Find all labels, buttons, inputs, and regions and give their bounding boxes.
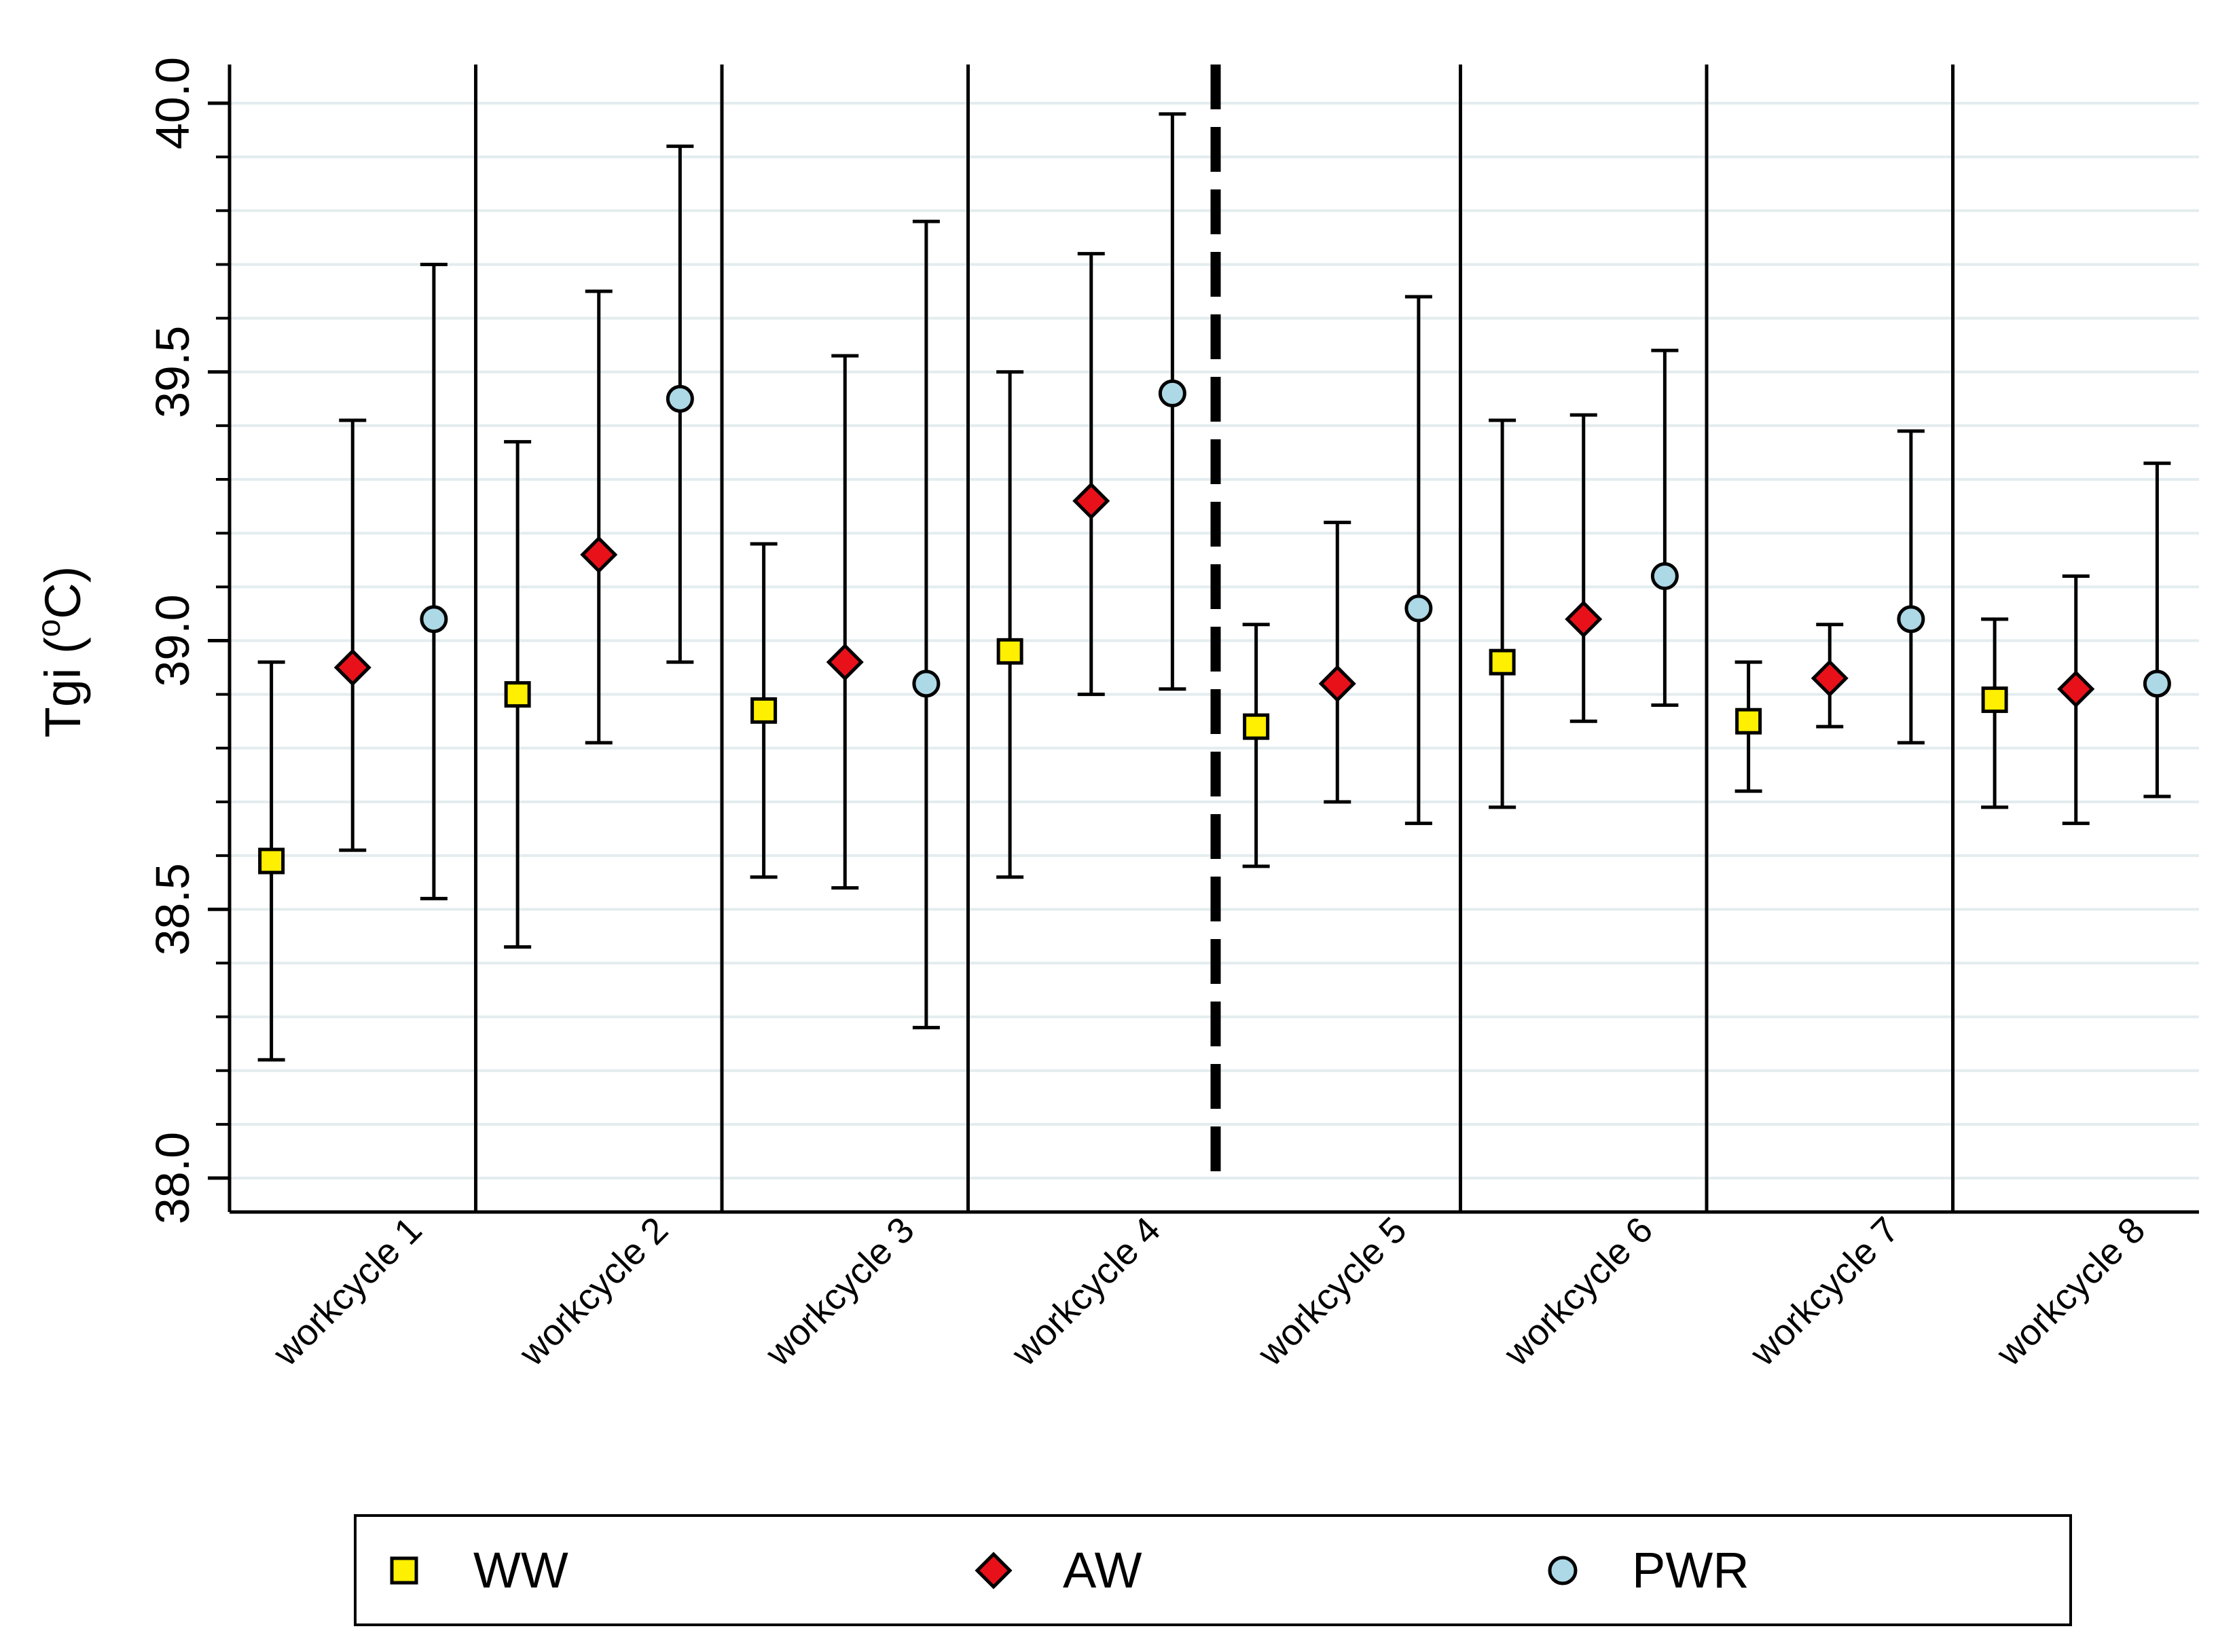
point-ww xyxy=(1735,708,1762,735)
square-marker-icon xyxy=(385,1552,423,1590)
y-axis-label: Tgi (oC) xyxy=(31,566,91,738)
legend-aw-swatch xyxy=(975,1551,1013,1590)
y-axis-label-sup: o xyxy=(31,619,67,638)
y-axis-label-main: Tgi ( xyxy=(35,637,91,737)
axes xyxy=(208,65,2199,1214)
point-pwr xyxy=(1650,562,1679,591)
x-tick-label: workcycle 1 xyxy=(265,1209,430,1374)
legend-item-ww: WW xyxy=(385,1517,568,1623)
point-ww xyxy=(996,638,1023,665)
x-tick-label: workcycle 2 xyxy=(511,1209,676,1374)
y-axis-label-end: C) xyxy=(35,566,91,619)
legend-label-pwr: PWR xyxy=(1632,1542,1749,1598)
diamond-marker-icon xyxy=(975,1551,1013,1590)
point-pwr xyxy=(1158,379,1186,407)
point-aw xyxy=(826,643,864,681)
point-aw xyxy=(1565,600,1603,638)
point-pwr xyxy=(666,384,694,413)
x-tick-label: workcycle 8 xyxy=(1988,1209,2154,1374)
point-pwr xyxy=(420,605,448,634)
point-pwr xyxy=(1897,605,1925,634)
point-aw xyxy=(2057,670,2095,708)
y-tick-label: 39.5 xyxy=(146,326,199,418)
legend-item-aw: AW xyxy=(975,1517,1142,1623)
legend-ww-swatch xyxy=(390,1556,418,1584)
y-tick-label: 39.0 xyxy=(146,594,199,686)
point-pwr xyxy=(912,669,941,698)
x-tick-label: workcycle 3 xyxy=(757,1209,922,1374)
y-tick-label: 38.5 xyxy=(146,863,199,955)
x-tick-label: workcycle 5 xyxy=(1250,1209,1415,1374)
tick-labels: 38.0 38.5 39.0 39.5 40.0 workcycle 1 workcycle… xyxy=(146,57,2153,1374)
y-tick-label: 38.0 xyxy=(146,1132,199,1224)
legend-label-ww: WW xyxy=(473,1542,568,1598)
legend-pwr-swatch xyxy=(1548,1556,1578,1585)
legend-item-pwr: PWR xyxy=(1544,1517,1749,1623)
point-aw xyxy=(580,536,618,574)
point-aw xyxy=(1318,665,1356,703)
x-tick-label: workcycle 4 xyxy=(1004,1209,1169,1374)
y-tick-label: 40.0 xyxy=(146,57,199,149)
point-ww xyxy=(504,681,531,708)
point-ww xyxy=(1981,686,2008,714)
data-points xyxy=(258,379,2171,875)
point-pwr xyxy=(1404,594,1433,623)
point-ww xyxy=(1489,648,1516,676)
circle-marker-icon xyxy=(1544,1552,1582,1590)
x-tick-label: workcycle 6 xyxy=(1496,1209,1661,1374)
point-aw xyxy=(1811,659,1849,697)
point-pwr xyxy=(2143,669,2171,698)
category-separators xyxy=(474,65,1955,1212)
x-tick-label: workcycle 7 xyxy=(1742,1209,1907,1374)
point-ww xyxy=(1243,713,1270,740)
point-ww xyxy=(258,847,285,875)
legend: WW AW PWR xyxy=(354,1514,2072,1626)
point-ww xyxy=(750,697,778,724)
legend-label-aw: AW xyxy=(1063,1542,1142,1598)
point-aw xyxy=(333,648,371,686)
point-aw xyxy=(1072,482,1110,520)
